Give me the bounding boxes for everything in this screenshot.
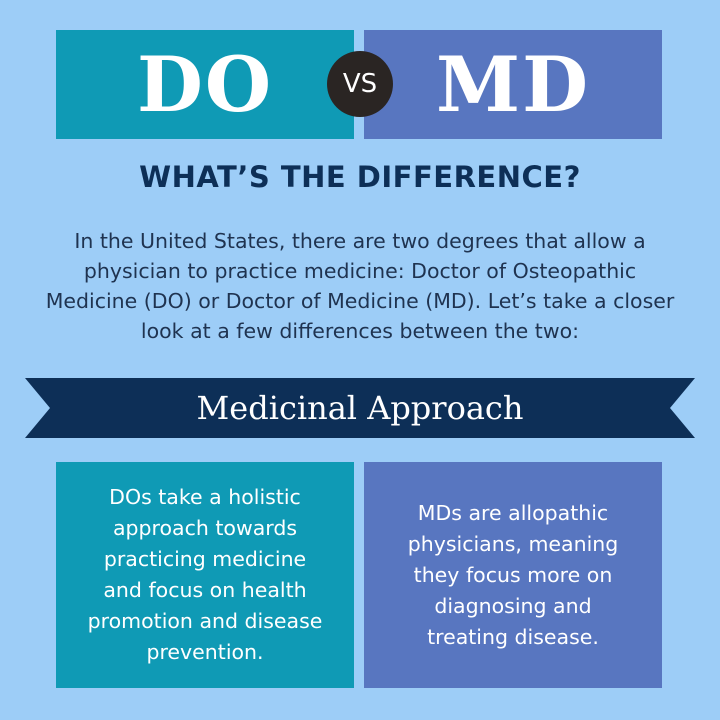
do-description-box: DOs take a holistic approach towards pra… [56, 462, 354, 688]
do-label: DO [136, 40, 274, 129]
section-title: Medicinal Approach [196, 389, 524, 427]
page-heading: WHAT’S THE DIFFERENCE? [139, 160, 581, 194]
md-title-box: MD [364, 30, 662, 139]
vs-badge: VS [327, 51, 393, 117]
md-description-box: MDs are allopathic physicians, meaning t… [364, 462, 662, 688]
intro-paragraph: In the United States, there are two degr… [45, 229, 675, 343]
md-label: MD [435, 40, 591, 129]
md-description: MDs are allopathic physicians, meaning t… [407, 500, 619, 649]
do-title-box: DO [56, 30, 354, 139]
do-description: DOs take a holistic approach towards pra… [87, 485, 323, 664]
section-banner [25, 378, 695, 438]
